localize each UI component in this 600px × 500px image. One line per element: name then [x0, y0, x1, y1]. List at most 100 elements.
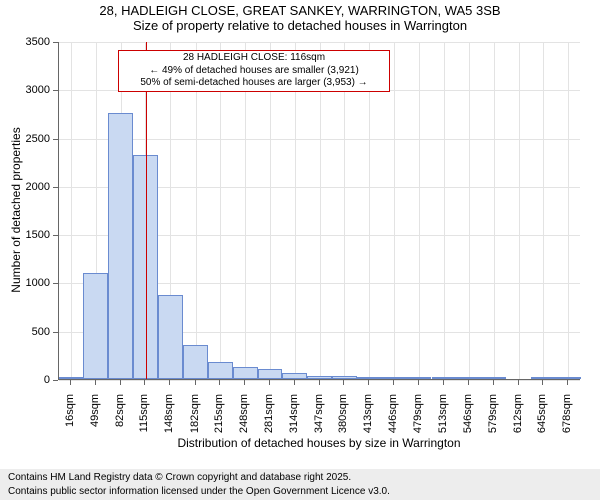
xtick-mark: [567, 380, 568, 385]
gridline-vertical: [320, 42, 321, 379]
xtick-label: 314sqm: [288, 394, 300, 444]
ytick-mark: [53, 187, 58, 188]
xtick-mark: [120, 380, 121, 385]
gridline-vertical: [220, 42, 221, 379]
ytick-label: 2000: [0, 181, 50, 193]
annotation-line-2: ← 49% of detached houses are smaller (3,…: [123, 65, 385, 78]
xtick-mark: [418, 380, 419, 385]
xtick-mark: [343, 380, 344, 385]
plot-area: [58, 42, 580, 380]
xtick-mark: [319, 380, 320, 385]
xtick-label: 413sqm: [362, 394, 374, 444]
xtick-label: 49sqm: [89, 394, 101, 444]
xtick-label: 182sqm: [189, 394, 201, 444]
histogram-bar: [258, 369, 283, 379]
ytick-label: 500: [0, 326, 50, 338]
ytick-label: 2500: [0, 133, 50, 145]
histogram-bar: [332, 376, 357, 379]
footer-line-1: Contains HM Land Registry data © Crown c…: [8, 471, 600, 485]
xtick-label: 347sqm: [313, 394, 325, 444]
gridline-vertical: [270, 42, 271, 379]
xtick-label: 115sqm: [138, 394, 150, 444]
xtick-label: 645sqm: [536, 394, 548, 444]
histogram-bar: [158, 295, 183, 379]
histogram-bar: [83, 273, 108, 379]
xtick-mark: [95, 380, 96, 385]
xtick-mark: [244, 380, 245, 385]
histogram-bar: [183, 345, 208, 379]
xtick-mark: [542, 380, 543, 385]
ytick-mark: [53, 90, 58, 91]
histogram-bar: [233, 367, 258, 379]
gridline-vertical: [568, 42, 569, 379]
gridline-vertical: [543, 42, 544, 379]
histogram-bar: [59, 377, 84, 379]
xtick-label: 579sqm: [487, 394, 499, 444]
gridline-vertical: [469, 42, 470, 379]
annotation-line-3: 50% of semi-detached houses are larger (…: [123, 77, 385, 90]
xtick-mark: [518, 380, 519, 385]
histogram-bar: [432, 377, 457, 379]
histogram-bar: [531, 377, 556, 379]
histogram-bar: [481, 377, 506, 379]
xtick-label: 513sqm: [437, 394, 449, 444]
xtick-mark: [368, 380, 369, 385]
gridline-vertical: [394, 42, 395, 379]
gridline-vertical: [519, 42, 520, 379]
gridline-vertical: [245, 42, 246, 379]
xtick-label: 248sqm: [238, 394, 250, 444]
histogram-bar: [556, 377, 581, 379]
annotation-box: 28 HADLEIGH CLOSE: 116sqm ← 49% of detac…: [118, 50, 390, 92]
ytick-label: 0: [0, 374, 50, 386]
ytick-mark: [53, 283, 58, 284]
chart-container: 28, HADLEIGH CLOSE, GREAT SANKEY, WARRIN…: [0, 0, 600, 500]
xtick-label: 678sqm: [561, 394, 573, 444]
gridline-vertical: [295, 42, 296, 379]
xtick-label: 380sqm: [337, 394, 349, 444]
ytick-label: 1000: [0, 277, 50, 289]
gridline-vertical: [369, 42, 370, 379]
xtick-mark: [70, 380, 71, 385]
histogram-bar: [307, 376, 332, 379]
histogram-bar: [406, 377, 431, 379]
xtick-mark: [294, 380, 295, 385]
chart-title-2: Size of property relative to detached ho…: [0, 18, 600, 33]
gridline-vertical: [71, 42, 72, 379]
xtick-label: 281sqm: [263, 394, 275, 444]
xtick-mark: [195, 380, 196, 385]
xtick-label: 479sqm: [412, 394, 424, 444]
gridline-vertical: [494, 42, 495, 379]
chart-title-1: 28, HADLEIGH CLOSE, GREAT SANKEY, WARRIN…: [0, 0, 600, 18]
ytick-mark: [53, 139, 58, 140]
ytick-mark: [53, 235, 58, 236]
xtick-mark: [493, 380, 494, 385]
ytick-mark: [53, 380, 58, 381]
xtick-mark: [393, 380, 394, 385]
histogram-bar: [108, 113, 133, 379]
xtick-label: 546sqm: [462, 394, 474, 444]
xtick-label: 215sqm: [213, 394, 225, 444]
xtick-mark: [219, 380, 220, 385]
xtick-label: 446sqm: [387, 394, 399, 444]
footer-line-2: Contains public sector information licen…: [8, 485, 600, 499]
histogram-bar: [382, 377, 407, 379]
xtick-label: 82sqm: [114, 394, 126, 444]
histogram-bar: [357, 377, 382, 379]
xtick-mark: [468, 380, 469, 385]
annotation-line-1: 28 HADLEIGH CLOSE: 116sqm: [123, 52, 385, 65]
ytick-label: 3500: [0, 36, 50, 48]
highlight-line: [146, 42, 147, 379]
xtick-mark: [269, 380, 270, 385]
gridline-vertical: [419, 42, 420, 379]
histogram-bar: [282, 373, 307, 379]
xtick-mark: [443, 380, 444, 385]
xtick-mark: [144, 380, 145, 385]
ytick-mark: [53, 42, 58, 43]
xtick-mark: [169, 380, 170, 385]
xtick-label: 612sqm: [512, 394, 524, 444]
ytick-label: 3000: [0, 84, 50, 96]
ytick-label: 1500: [0, 229, 50, 241]
histogram-bar: [457, 377, 482, 379]
gridline-vertical: [196, 42, 197, 379]
footer-band: Contains HM Land Registry data © Crown c…: [0, 469, 600, 500]
